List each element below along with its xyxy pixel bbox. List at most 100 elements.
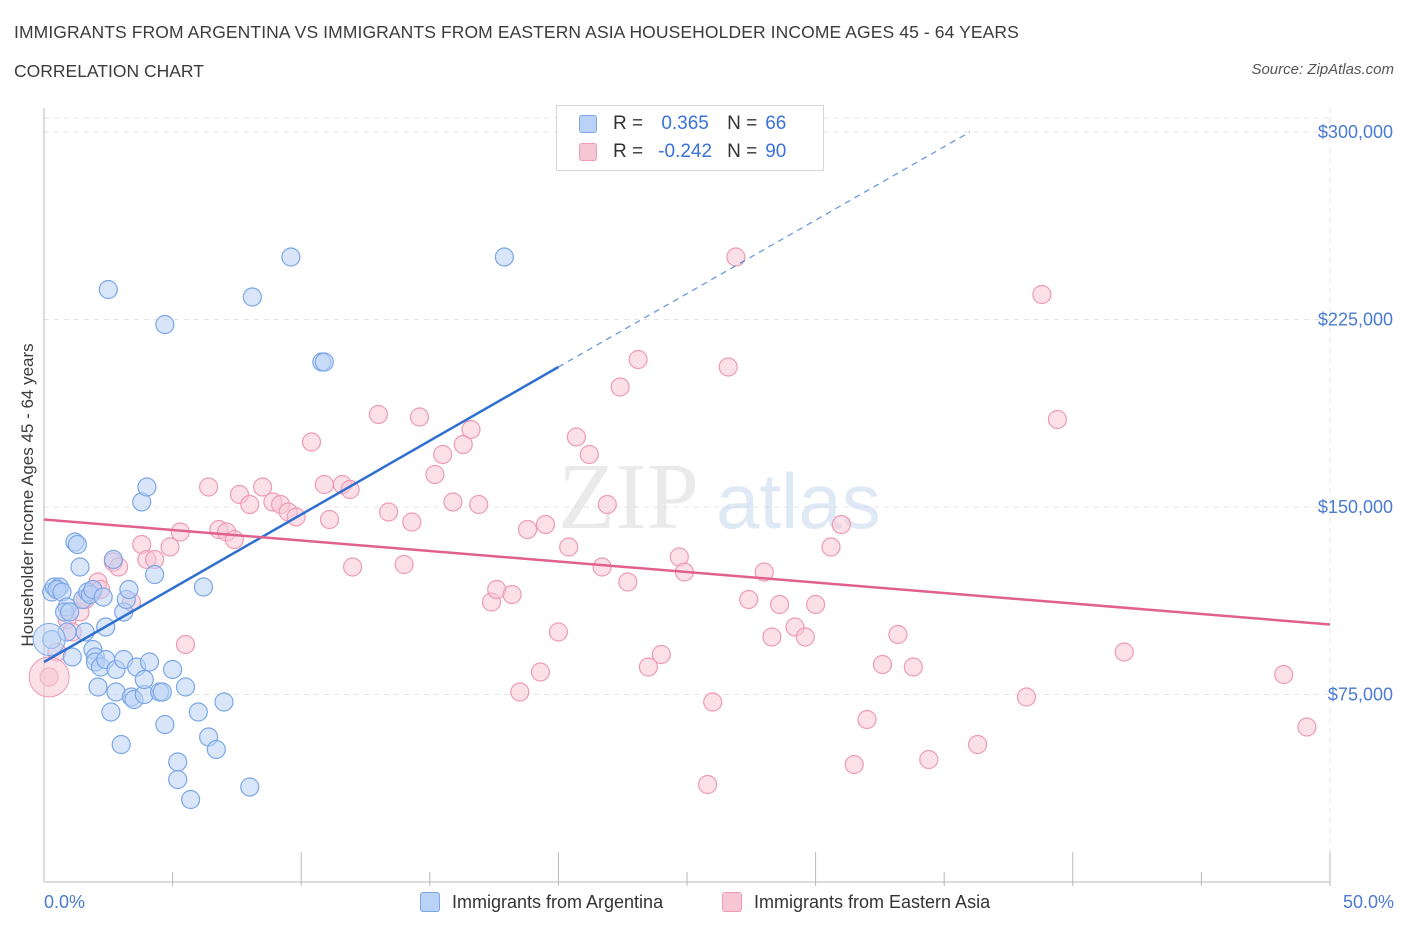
argentina-trend-extension (558, 131, 971, 368)
x-tick-label-max: 50.0% (1343, 892, 1394, 912)
legend-r-label: R = (613, 141, 644, 162)
legend-row-eastern-asia: R = -0.242 N = 90 (579, 140, 786, 164)
argentina-point-13 (70, 557, 90, 577)
argentina-point-62 (314, 352, 334, 372)
y-tick-label-0: $75,000 (1328, 685, 1393, 705)
bottom-legend-label-argentina: Immigrants from Argentina (452, 891, 664, 912)
eastern-asia-point-40 (425, 464, 445, 485)
eastern-asia-point-48 (502, 584, 522, 605)
argentina-point-large (32, 623, 66, 656)
argentina-point-27 (101, 702, 121, 722)
argentina-point-26 (98, 279, 118, 300)
argentina-point-9 (62, 647, 82, 667)
bottom-legend-label-eastern-asia: Immigrants from Eastern Asia (754, 891, 991, 912)
eastern-asia-point-49 (510, 682, 530, 702)
eastern-asia-point-large (28, 656, 70, 698)
eastern-asia-point-58 (597, 494, 617, 515)
eastern-asia-point-69 (726, 247, 746, 267)
watermark-zip: ZIP (558, 445, 699, 549)
source-credit: Source: ZipAtlas.com (1251, 61, 1394, 78)
eastern-asia-point-21 (224, 529, 244, 550)
legend-n-label: N = (727, 141, 758, 162)
eastern-asia-point-39 (409, 407, 430, 427)
eastern-asia-point-45 (469, 494, 489, 515)
x-tick-labels: 0.0% 50.0% (44, 892, 1394, 912)
eastern-asia-point-77 (821, 537, 841, 557)
eastern-asia-point-83 (903, 657, 923, 677)
eastern-asia-point-75 (795, 627, 815, 647)
argentina-point-51 (175, 677, 196, 697)
bottom-legend-eastern-asia: Immigrants from Eastern Asia (722, 890, 990, 914)
eastern-asia-point-55 (566, 427, 587, 447)
eastern-asia-point-43 (453, 434, 473, 455)
argentina-point-12 (67, 534, 88, 555)
eastern-asia-point-29 (301, 432, 322, 452)
legend-n-label: N = (727, 113, 758, 134)
argentina-point-47 (155, 714, 175, 735)
eastern-asia-point-88 (1047, 409, 1068, 430)
bottom-legend-argentina: Immigrants from Argentina (420, 890, 663, 914)
eastern-asia-point-31 (319, 509, 340, 530)
argentina-point-10 (60, 602, 80, 622)
legend-swatch-eastern-asia (579, 143, 597, 161)
eastern-asia-point-36 (379, 502, 399, 522)
eastern-asia-point-37 (394, 554, 414, 575)
chart-title: IMMIGRANTS FROM ARGENTINA VS IMMIGRANTS … (14, 22, 1019, 42)
argentina-point-59 (240, 777, 260, 797)
eastern-asia-point-73 (769, 594, 790, 615)
legend-n-value-argentina: 66 (765, 113, 787, 134)
eastern-asia-point-56 (579, 444, 599, 465)
eastern-asia-point-15 (160, 537, 180, 557)
correlation-legend: R = 0.365 N = 66 R = -0.242 N = 90 (556, 105, 824, 171)
eastern-asia-point-72 (762, 627, 782, 647)
eastern-asia-point-24 (253, 477, 273, 497)
eastern-asia-point-54 (559, 537, 579, 557)
argentina-point-54 (193, 577, 214, 597)
eastern-asia-point-89 (1114, 642, 1134, 662)
eastern-asia-point-34 (343, 557, 363, 577)
x-tick-label-min: 0.0% (44, 892, 85, 912)
eastern-asia-point-81 (872, 654, 893, 675)
eastern-asia-point-85 (967, 734, 988, 755)
argentina-point-31 (111, 734, 131, 755)
argentina-point-63 (494, 247, 514, 267)
series-argentina (32, 247, 514, 810)
eastern-asia-point-61 (628, 349, 648, 370)
chart-subtitle: CORRELATION CHART (14, 61, 204, 81)
eastern-asia-point-42 (443, 492, 463, 512)
bottom-legend-swatch-argentina (420, 892, 440, 912)
legend-n-value-eastern-asia: 90 (765, 141, 787, 162)
eastern-asia-point-86 (1016, 687, 1037, 707)
argentina-point-52 (181, 789, 201, 810)
legend-row-argentina: R = 0.365 N = 66 (579, 112, 786, 136)
eastern-asia-point-30 (314, 474, 334, 495)
eastern-asia-point-78 (831, 514, 851, 535)
eastern-asia-point-35 (368, 404, 388, 425)
y-tick-label-1: $150,000 (1318, 497, 1393, 517)
argentina-point-49 (168, 752, 188, 772)
argentina-point-46 (155, 314, 175, 335)
eastern-asia-point-79 (844, 754, 864, 775)
argentina-point-60 (281, 247, 301, 267)
eastern-asia-point-91 (1297, 717, 1317, 737)
eastern-asia-point-23 (240, 494, 260, 515)
argentina-point-48 (163, 659, 183, 680)
argentina-point-58 (242, 287, 262, 307)
eastern-asia-point-38 (402, 512, 422, 532)
eastern-asia-point-59 (610, 377, 630, 397)
argentina-point-41 (134, 669, 154, 690)
eastern-asia-point-53 (548, 622, 569, 642)
eastern-asia-point-87 (1032, 284, 1052, 305)
legend-r-value-eastern-asia: -0.242 (658, 141, 713, 162)
eastern-asia-point-18 (199, 477, 219, 497)
argentina-point-28 (103, 549, 124, 570)
y-tick-label-3: $300,000 (1318, 122, 1393, 142)
eastern-asia-point-82 (888, 624, 908, 645)
watermark-atlas: atlas (716, 457, 881, 545)
watermark: ZIP atlas (558, 445, 881, 549)
eastern-asia-point-63 (651, 644, 671, 665)
argentina-point-44 (145, 564, 165, 585)
eastern-asia-point-71 (754, 562, 774, 582)
eastern-asia-point-51 (530, 662, 551, 682)
series-eastern-asia (28, 247, 1317, 795)
